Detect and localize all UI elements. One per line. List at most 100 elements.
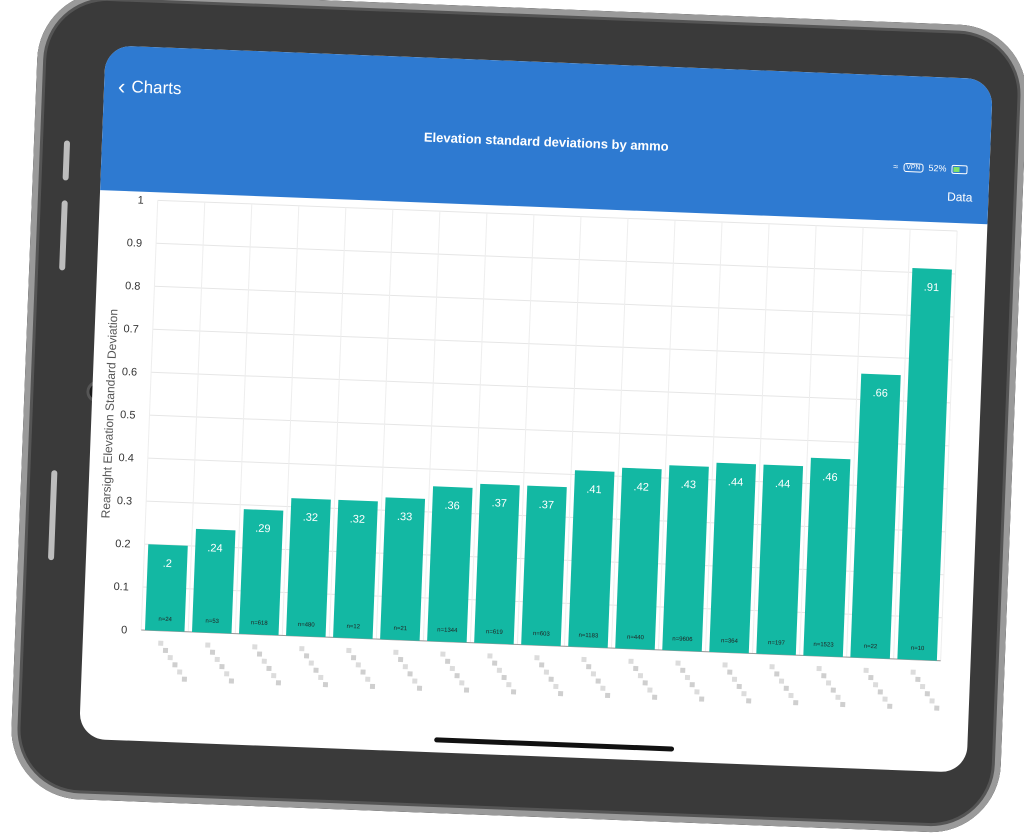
back-button[interactable]: ‹ Charts <box>118 74 182 100</box>
side-button <box>47 470 58 561</box>
bar-count-label: n=10 <box>911 646 925 653</box>
gridline <box>234 203 253 634</box>
y-tick-label: 0.8 <box>125 280 141 293</box>
bar <box>803 457 851 657</box>
gridline <box>657 220 676 650</box>
x-tick-label-blurred <box>313 667 319 673</box>
x-tick-label-blurred <box>689 682 695 688</box>
bar <box>144 544 188 632</box>
x-tick-label-blurred <box>393 649 399 655</box>
bar <box>286 498 331 638</box>
gridline <box>940 231 958 661</box>
x-tick-label-blurred <box>675 660 681 666</box>
bar <box>192 528 236 634</box>
x-tick-label-blurred <box>633 665 639 672</box>
x-tick-label-blurred <box>910 669 916 675</box>
bar-count-label: n=364 <box>721 638 739 645</box>
x-tick-label-blurred <box>637 673 644 679</box>
bar <box>756 464 804 656</box>
x-tick-label-blurred <box>816 665 822 672</box>
x-tick-label-blurred <box>177 669 183 675</box>
x-tick-label-blurred <box>440 651 446 657</box>
x-tick-label-blurred <box>647 687 653 693</box>
x-tick-label-blurred <box>553 683 559 690</box>
x-tick-label-blurred <box>652 694 658 700</box>
x-tick-label-blurred <box>778 678 785 684</box>
bar <box>239 509 284 636</box>
bar-value-label: .66 <box>872 387 888 400</box>
gridline <box>156 242 956 275</box>
x-tick-label-blurred <box>774 671 780 677</box>
vpn-badge: VPN <box>902 162 924 173</box>
bar-count-label: n=603 <box>533 631 551 638</box>
gridline <box>149 414 949 447</box>
x-tick-label-blurred <box>167 655 173 661</box>
x-tick-label-blurred <box>275 680 282 686</box>
gridline <box>516 214 535 645</box>
bar-count-label: n=21 <box>393 626 407 633</box>
x-tick-label-blurred <box>487 653 493 659</box>
bar-count-label: n=619 <box>486 629 504 636</box>
x-tick-label-blurred <box>224 671 230 677</box>
x-tick-label-blurred <box>355 662 361 668</box>
gridline <box>187 202 206 632</box>
x-tick-label-blurred <box>445 658 451 664</box>
x-tick-label-blurred <box>271 673 277 679</box>
bar <box>897 268 952 661</box>
x-tick-label-blurred <box>727 669 733 675</box>
bar-value-label: .91 <box>924 282 940 295</box>
x-tick-label-blurred <box>266 665 272 672</box>
y-tick-label: 0.2 <box>115 538 131 551</box>
x-tick-label-blurred <box>219 664 225 670</box>
x-tick-label-blurred <box>308 660 314 666</box>
x-tick-label-blurred <box>510 689 517 695</box>
y-tick-label: 0.4 <box>118 452 134 465</box>
x-tick-label-blurred <box>722 662 728 668</box>
gridline <box>563 216 582 647</box>
x-tick-label-blurred <box>365 676 371 682</box>
x-tick-label-blurred <box>793 700 799 706</box>
bar-value-label: .41 <box>586 484 602 497</box>
x-tick-label-blurred <box>882 696 888 702</box>
bar-value-label: .42 <box>633 481 649 494</box>
x-tick-label-blurred <box>835 694 841 700</box>
x-tick-label-blurred <box>416 685 423 691</box>
bar-count-label: n=618 <box>251 620 269 627</box>
battery-icon <box>951 164 968 174</box>
bar-value-label: .29 <box>255 523 271 536</box>
gridline <box>422 211 441 641</box>
bar-value-label: .46 <box>822 471 838 484</box>
bar <box>615 467 662 650</box>
x-tick-label-blurred <box>590 671 597 677</box>
x-tick-label-blurred <box>920 683 926 690</box>
volume-button <box>59 200 68 271</box>
bar <box>709 462 757 654</box>
x-tick-label-blurred <box>318 674 324 681</box>
x-tick-label-blurred <box>595 678 601 684</box>
x-tick-label-blurred <box>769 664 775 670</box>
gridline <box>157 199 958 232</box>
gridline <box>152 328 953 361</box>
x-tick-label-blurred <box>887 703 893 709</box>
back-label: Charts <box>131 77 182 99</box>
y-axis-label: Rearsight Elevation Standard Deviation <box>98 309 120 519</box>
bar-value-label: .37 <box>491 497 507 510</box>
bar-count-label: n=22 <box>864 644 878 651</box>
data-button[interactable]: Data <box>946 189 973 205</box>
x-tick-label-blurred <box>642 680 648 686</box>
x-tick-label-blurred <box>252 644 258 650</box>
x-tick-label-blurred <box>684 674 691 681</box>
app-screen: ‹ Charts Elevation standard deviations b… <box>79 45 993 773</box>
x-tick-label-blurred <box>746 698 752 704</box>
x-tick-label-blurred <box>581 656 587 663</box>
x-tick-label-blurred <box>628 658 634 664</box>
status-bar: ≈ VPN 52% <box>893 162 968 175</box>
x-tick-label-blurred <box>731 676 738 682</box>
x-tick-label-blurred <box>214 656 220 663</box>
x-tick-label-blurred <box>346 647 352 654</box>
x-tick-label-blurred <box>736 683 742 690</box>
x-tick-label-blurred <box>492 660 498 666</box>
gridline <box>328 207 347 638</box>
bar-value-label: .44 <box>728 476 744 489</box>
bar <box>568 470 615 648</box>
